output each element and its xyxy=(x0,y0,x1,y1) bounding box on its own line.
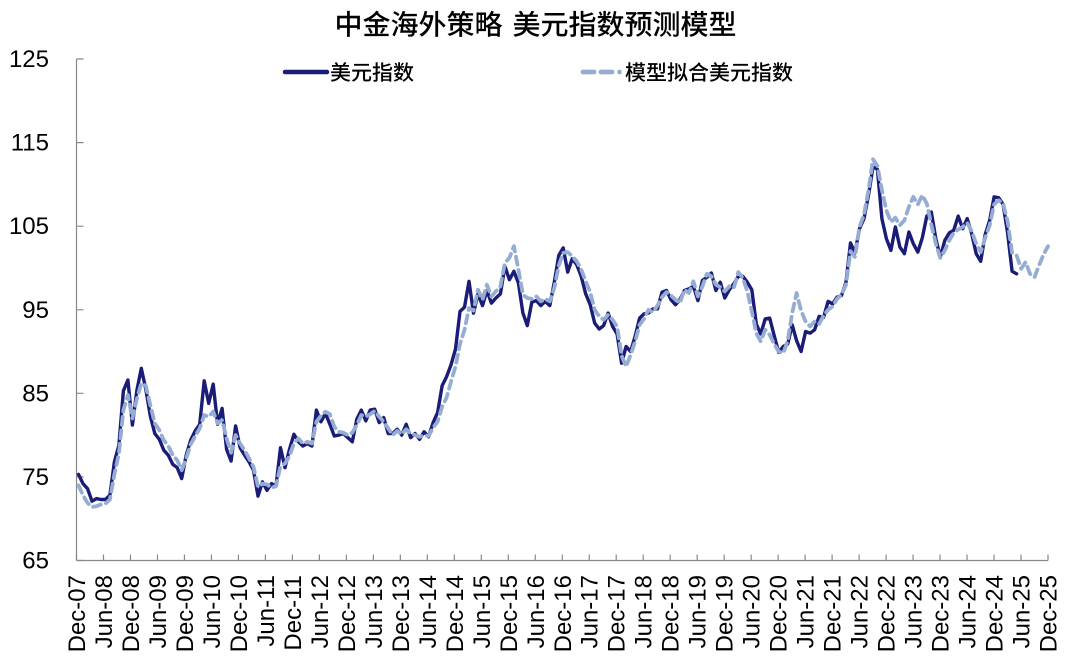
svg-text:Dec-14: Dec-14 xyxy=(442,575,469,652)
svg-text:Dec-19: Dec-19 xyxy=(712,575,739,652)
svg-text:Jun-23: Jun-23 xyxy=(901,575,928,648)
svg-text:Dec-18: Dec-18 xyxy=(658,575,685,652)
svg-text:Jun-09: Jun-09 xyxy=(145,575,172,648)
svg-text:Dec-22: Dec-22 xyxy=(874,575,901,652)
svg-text:105: 105 xyxy=(9,213,49,240)
svg-text:Jun-08: Jun-08 xyxy=(91,575,118,648)
svg-text:Jun-20: Jun-20 xyxy=(739,575,766,648)
svg-text:Jun-17: Jun-17 xyxy=(577,575,604,648)
svg-text:Jun-12: Jun-12 xyxy=(307,575,334,648)
svg-text:Dec-11: Dec-11 xyxy=(280,575,307,651)
svg-text:Dec-16: Dec-16 xyxy=(550,575,577,652)
svg-text:Jun-13: Jun-13 xyxy=(361,575,388,648)
svg-text:Jun-22: Jun-22 xyxy=(847,575,874,648)
svg-text:75: 75 xyxy=(22,464,49,491)
svg-text:125: 125 xyxy=(9,46,49,73)
svg-text:Dec-17: Dec-17 xyxy=(604,575,631,652)
svg-text:Jun-16: Jun-16 xyxy=(523,575,550,648)
svg-text:Dec-20: Dec-20 xyxy=(766,575,793,652)
svg-text:Jun-24: Jun-24 xyxy=(955,575,982,648)
svg-text:Jun-25: Jun-25 xyxy=(1009,575,1036,648)
svg-text:Dec-09: Dec-09 xyxy=(172,575,199,652)
svg-text:Jun-18: Jun-18 xyxy=(631,575,658,648)
svg-text:Dec-15: Dec-15 xyxy=(496,575,523,652)
svg-text:Jun-10: Jun-10 xyxy=(199,575,226,648)
svg-text:Dec-13: Dec-13 xyxy=(388,575,415,652)
svg-text:115: 115 xyxy=(11,130,49,157)
svg-text:Dec-10: Dec-10 xyxy=(226,575,253,652)
svg-text:65: 65 xyxy=(22,548,49,575)
svg-text:Dec-08: Dec-08 xyxy=(118,575,145,652)
svg-text:95: 95 xyxy=(22,297,49,324)
svg-text:Jun-21: Jun-21 xyxy=(793,575,820,648)
svg-text:Jun-19: Jun-19 xyxy=(685,575,712,648)
svg-text:Dec-21: Dec-21 xyxy=(820,575,847,652)
svg-text:Jun-14: Jun-14 xyxy=(415,575,442,648)
svg-text:85: 85 xyxy=(22,380,49,407)
svg-text:Dec-07: Dec-07 xyxy=(64,575,91,652)
svg-text:Jun-15: Jun-15 xyxy=(469,575,496,648)
svg-text:Dec-23: Dec-23 xyxy=(928,575,955,652)
svg-text:Dec-12: Dec-12 xyxy=(334,575,361,652)
svg-text:Dec-25: Dec-25 xyxy=(1036,575,1063,652)
svg-text:Jun-11: Jun-11 xyxy=(253,575,280,647)
svg-text:Dec-24: Dec-24 xyxy=(982,575,1009,652)
